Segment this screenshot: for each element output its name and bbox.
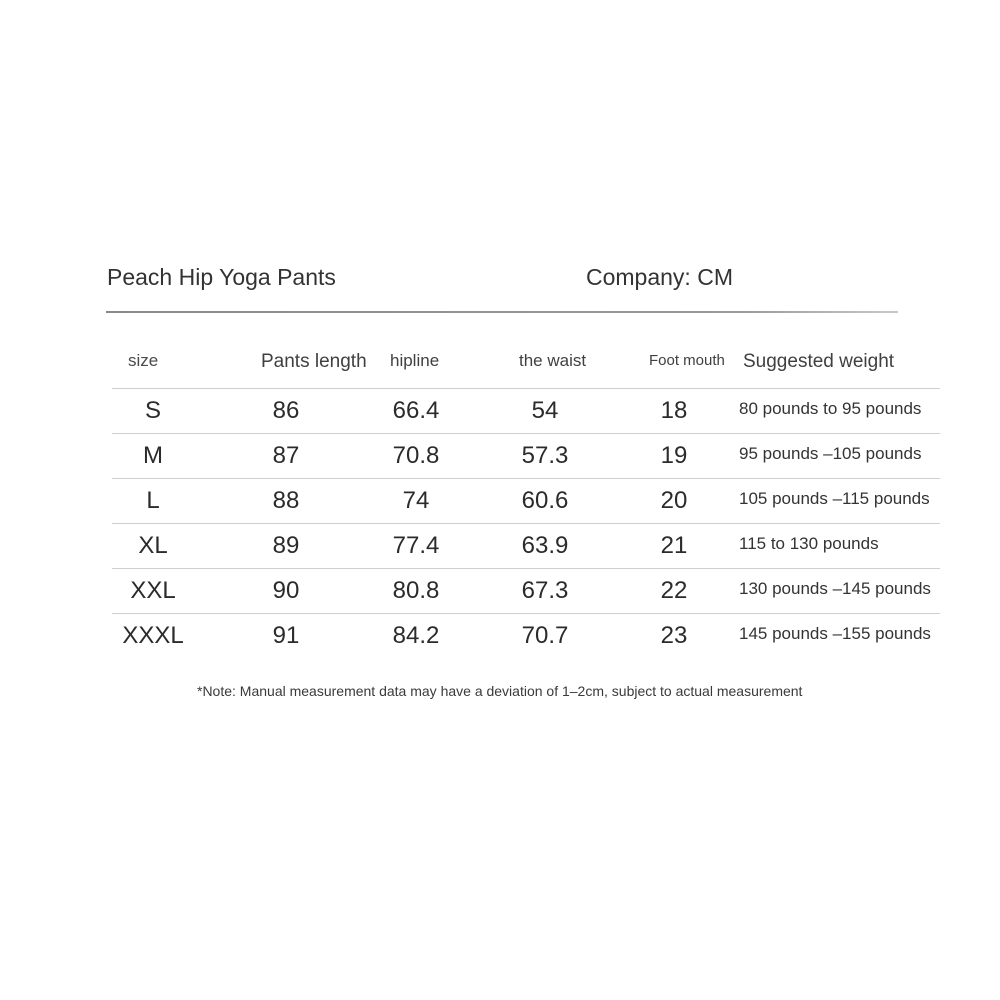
column-header-size: size bbox=[128, 351, 159, 370]
hipline-cell: 74 bbox=[402, 487, 430, 514]
hipline-cell: 70.8 bbox=[392, 442, 440, 469]
measurement-note: *Note: Manual measurement data may have … bbox=[197, 683, 803, 699]
table-row: M 87 70.8 57.3 19 95 pounds –105 pounds bbox=[0, 433, 1000, 478]
hipline-cell: 66.4 bbox=[392, 397, 440, 424]
title-divider bbox=[106, 311, 898, 313]
hipline-cell: 84.2 bbox=[392, 622, 440, 649]
suggested-weight-cell: 115 to 130 pounds bbox=[739, 534, 879, 553]
foot-mouth-cell: 18 bbox=[660, 397, 688, 424]
foot-mouth-cell: 22 bbox=[660, 577, 688, 604]
table-row: XXXL 91 84.2 70.7 23 145 pounds –155 pou… bbox=[0, 613, 1000, 658]
pants-length-cell: 87 bbox=[272, 442, 300, 469]
suggested-weight-cell: 145 pounds –155 pounds bbox=[739, 624, 931, 643]
size-cell: M bbox=[143, 442, 163, 469]
column-header-suggested-weight: Suggested weight bbox=[743, 351, 895, 372]
hipline-cell: 77.4 bbox=[392, 532, 440, 559]
waist-cell: 57.3 bbox=[521, 442, 569, 469]
waist-cell: 63.9 bbox=[521, 532, 569, 559]
page-title: Peach Hip Yoga Pants bbox=[107, 264, 336, 290]
waist-cell: 54 bbox=[531, 397, 559, 424]
column-header-pants-length: Pants length bbox=[261, 351, 367, 372]
size-cell: S bbox=[144, 397, 161, 424]
column-header-waist: the waist bbox=[519, 351, 587, 370]
size-cell: XXXL bbox=[122, 622, 184, 649]
hipline-cell: 80.8 bbox=[392, 577, 440, 604]
pants-length-cell: 88 bbox=[272, 487, 300, 514]
row-divider bbox=[112, 613, 940, 614]
pants-length-cell: 90 bbox=[272, 577, 300, 604]
size-cell: XXL bbox=[130, 577, 176, 604]
waist-cell: 67.3 bbox=[521, 577, 569, 604]
table-row: XXL 90 80.8 67.3 22 130 pounds –145 poun… bbox=[0, 568, 1000, 613]
foot-mouth-cell: 23 bbox=[660, 622, 688, 649]
table-body: S 86 66.4 54 18 80 pounds to 95 pounds M… bbox=[0, 388, 1000, 658]
table-row: S 86 66.4 54 18 80 pounds to 95 pounds bbox=[0, 388, 1000, 433]
foot-mouth-cell: 20 bbox=[660, 487, 688, 514]
table-header-row: size Pants length hipline the waist Foot… bbox=[0, 340, 1000, 386]
row-divider bbox=[112, 568, 940, 569]
suggested-weight-cell: 105 pounds –115 pounds bbox=[739, 489, 930, 508]
row-divider bbox=[112, 523, 940, 524]
size-cell: XL bbox=[138, 532, 168, 559]
foot-mouth-cell: 19 bbox=[660, 442, 688, 469]
column-header-foot-mouth: Foot mouth bbox=[649, 352, 725, 369]
suggested-weight-cell: 95 pounds –105 pounds bbox=[739, 444, 922, 463]
pants-length-cell: 86 bbox=[272, 397, 300, 424]
row-divider bbox=[112, 388, 940, 389]
waist-cell: 60.6 bbox=[521, 487, 569, 514]
suggested-weight-cell: 130 pounds –145 pounds bbox=[739, 579, 931, 598]
row-divider bbox=[112, 478, 940, 479]
suggested-weight-cell: 80 pounds to 95 pounds bbox=[739, 399, 922, 418]
foot-mouth-cell: 21 bbox=[660, 532, 688, 559]
table-row: L 88 74 60.6 20 105 pounds –115 pounds bbox=[0, 478, 1000, 523]
column-header-hipline: hipline bbox=[390, 351, 440, 370]
row-divider bbox=[112, 433, 940, 434]
company-label: Company: CM bbox=[586, 264, 733, 290]
pants-length-cell: 91 bbox=[272, 622, 300, 649]
table-row: XL 89 77.4 63.9 21 115 to 130 pounds bbox=[0, 523, 1000, 568]
size-cell: L bbox=[146, 487, 160, 514]
pants-length-cell: 89 bbox=[272, 532, 300, 559]
waist-cell: 70.7 bbox=[521, 622, 569, 649]
